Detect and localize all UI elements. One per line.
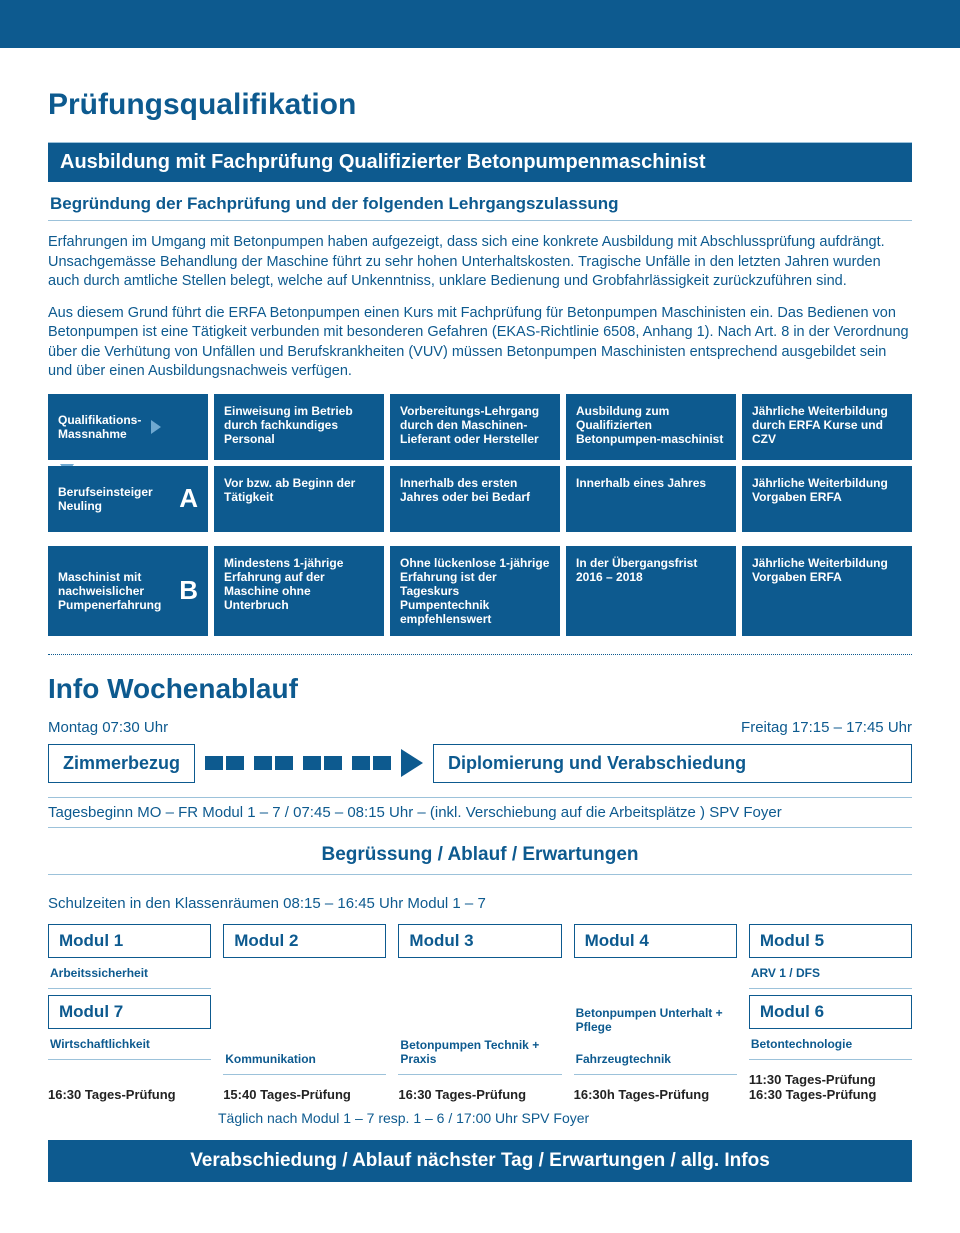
progress-bars (205, 756, 391, 770)
flow-label: Qualifikations- Massnahme (58, 413, 141, 441)
module-head: Modul 7 (48, 995, 211, 1029)
module-sub: Betontechnologie (749, 1033, 912, 1060)
flow-cell: Innerhalb eines Jahres (566, 466, 736, 532)
row-letter: A (179, 483, 198, 514)
module-sub: Betonpumpen Technik + Praxis (398, 1034, 561, 1075)
module-col: Modul 4 Betonpumpen Unterhalt + Pflege F… (574, 924, 737, 1102)
module-head: Modul 5 (749, 924, 912, 958)
schulzeiten-line: Schulzeiten in den Klassenräumen 08:15 –… (48, 889, 912, 918)
module-sub: Wirtschaftlichkeit (48, 1033, 211, 1060)
flow-cell: Vorbereitungs-Lehrgang durch den Maschin… (390, 394, 560, 460)
bottom-band: Verabschiedung / Ablauf nächster Tag / E… (48, 1140, 912, 1182)
tagesbeginn-line: Tagesbeginn MO – FR Modul 1 – 7 / 07:45 … (48, 797, 912, 828)
flow-cell: Jährliche Weiterbildung Vorgaben ERFA (742, 546, 912, 636)
flow-cell: Mindestens 1-jährige Erfahrung auf der M… (214, 546, 384, 636)
flow-cell: Vor bzw. ab Beginn der Tätigkeit (214, 466, 384, 532)
zimmerbezug-box: Zimmerbezug (48, 744, 195, 783)
flow-label: Berufseinsteiger Neuling (58, 485, 173, 513)
flow-cell: In der Übergangsfrist 2016 – 2018 (566, 546, 736, 636)
arrow-right-icon (151, 420, 161, 434)
flow-cell: Ausbildung zum Qualifizierten Betonpumpe… (566, 394, 736, 460)
module-foot: 15:40 Tages-Prüfung (223, 1081, 386, 1102)
flow-label: Maschinist mit nachweislicher Pumpenerfa… (58, 570, 173, 612)
flow-cell: Innerhalb des ersten Jahres oder bei Bed… (390, 466, 560, 532)
module-col: Modul 1 Arbeitssicherheit Modul 7 Wirtsc… (48, 924, 211, 1102)
flow-cell: Ohne lückenlose 1-jährige Erfahrung ist … (390, 546, 560, 636)
flow-cell: Maschinist mit nachweislicher Pumpenerfa… (48, 546, 208, 636)
module-head: Modul 6 (749, 995, 912, 1029)
time-right: Freitag 17:15 – 17:45 Uhr (741, 719, 912, 736)
row-letter: B (179, 575, 198, 606)
paragraph-2: Aus diesem Grund führt die ERFA Betonpum… (48, 304, 912, 382)
flow-cell: Jährliche Weiterbildung durch ERFA Kurse… (742, 394, 912, 460)
schedule-flow: Zimmerbezug Diplomierung und Verabschied… (48, 744, 912, 783)
header-bar (0, 0, 960, 48)
module-head: Modul 3 (398, 924, 561, 958)
module-foot: 11:30 Tages-Prüfung 16:30 Tages-Prüfung (749, 1066, 912, 1102)
module-sub: ARV 1 / DFS (749, 962, 912, 989)
schedule-title: Info Wochenablauf (48, 673, 912, 705)
module-head: Modul 4 (574, 924, 737, 958)
module-head: Modul 1 (48, 924, 211, 958)
module-col: Modul 3 Betonpumpen Technik + Praxis 16:… (398, 924, 561, 1102)
module-sub: Betonpumpen Unterhalt + Pflege (574, 1002, 737, 1042)
module-grid: Modul 1 Arbeitssicherheit Modul 7 Wirtsc… (48, 924, 912, 1102)
time-row: Montag 07:30 Uhr Freitag 17:15 – 17:45 U… (48, 719, 912, 736)
module-col: Modul 5 ARV 1 / DFS Modul 6 Betontechnol… (749, 924, 912, 1102)
flow-row-b: Maschinist mit nachweislicher Pumpenerfa… (48, 546, 912, 636)
arrow-right-icon (401, 749, 423, 777)
flow-cell: Qualifikations- Massnahme (48, 394, 208, 460)
page-title: Prüfungsqualifikation (48, 88, 912, 122)
module-foot: 16:30 Tages-Prüfung (398, 1081, 561, 1102)
paragraph-1: Erfahrungen im Umgang mit Betonpumpen ha… (48, 233, 912, 292)
time-left: Montag 07:30 Uhr (48, 719, 168, 736)
flow-row-header: Qualifikations- Massnahme Einweisung im … (48, 394, 912, 460)
qualification-flow: Qualifikations- Massnahme Einweisung im … (48, 394, 912, 636)
page-content: Prüfungsqualifikation Ausbildung mit Fac… (0, 48, 960, 1212)
flow-row-a: Berufseinsteiger Neuling A Vor bzw. ab B… (48, 466, 912, 532)
section-subhead: Begründung der Fachprüfung und der folge… (48, 188, 912, 221)
flow-cell: Jährliche Weiterbildung Vorgaben ERFA (742, 466, 912, 532)
diplom-box: Diplomierung und Verabschiedung (433, 744, 912, 783)
module-sub: Arbeitssicherheit (48, 962, 211, 989)
divider (48, 654, 912, 655)
flow-cell: Einweisung im Betrieb durch fachkundiges… (214, 394, 384, 460)
flow-cell: Berufseinsteiger Neuling A (48, 466, 208, 532)
section-band: Ausbildung mit Fachprüfung Qualifizierte… (48, 142, 912, 182)
module-head: Modul 2 (223, 924, 386, 958)
module-foot: 16:30 Tages-Prüfung (48, 1081, 211, 1102)
module-foot: 16:30h Tages-Prüfung (574, 1081, 737, 1102)
daily-line: Täglich nach Modul 1 – 7 resp. 1 – 6 / 1… (218, 1102, 912, 1130)
module-sub: Kommunikation (223, 1048, 386, 1075)
module-col: Modul 2 Kommunikation 15:40 Tages-Prüfun… (223, 924, 386, 1102)
module-sub: Fahrzeugtechnik (574, 1048, 737, 1075)
greeting-line: Begrüssung / Ablauf / Erwartungen (48, 834, 912, 875)
